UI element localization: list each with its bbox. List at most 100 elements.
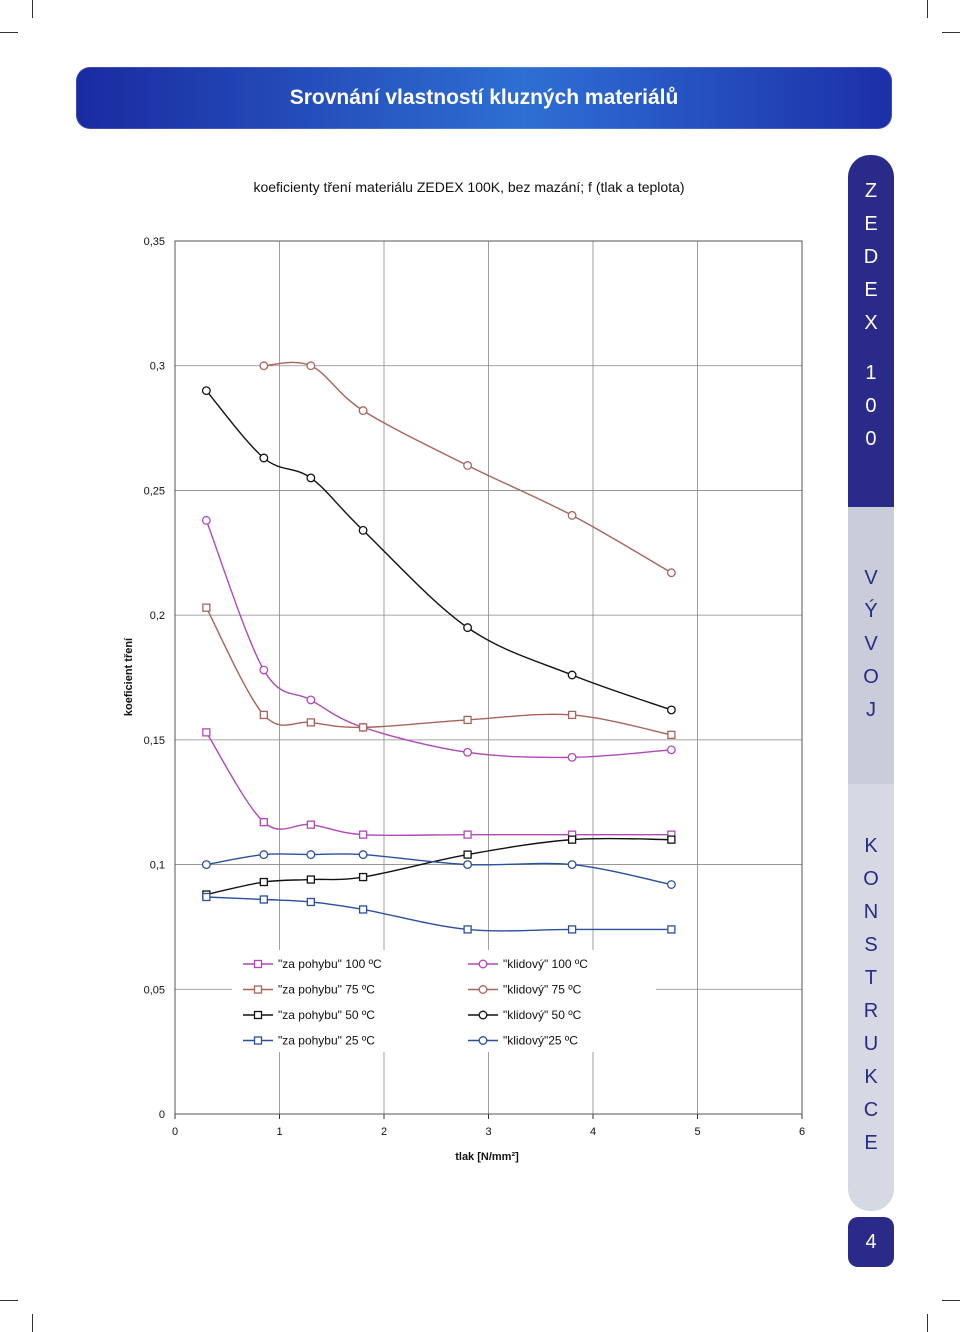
data-point bbox=[306, 897, 316, 907]
series-line bbox=[206, 896, 672, 932]
data-point bbox=[567, 925, 577, 934]
data-point bbox=[666, 880, 676, 889]
legend-label: "za pohybu" 75 ºC bbox=[278, 983, 375, 997]
legend-swatch-marker bbox=[478, 985, 488, 994]
side-letter: V bbox=[864, 633, 878, 655]
legend-swatch-marker bbox=[478, 1036, 488, 1045]
side-letter: 1 bbox=[865, 362, 877, 384]
data-point bbox=[201, 515, 211, 525]
y-tick-label: 0,2 bbox=[150, 610, 165, 622]
data-point bbox=[306, 695, 316, 705]
header-banner: Srovnání vlastností kluzných materiálů bbox=[76, 67, 892, 129]
data-point bbox=[358, 723, 368, 732]
y-tick-label: 0,25 bbox=[144, 485, 165, 497]
series-2 bbox=[202, 603, 676, 740]
crop-mark bbox=[0, 1300, 18, 1301]
data-point bbox=[259, 818, 268, 827]
series-7 bbox=[201, 850, 676, 889]
side-letter: E bbox=[864, 1132, 878, 1154]
data-point bbox=[259, 453, 269, 463]
data-point bbox=[463, 747, 473, 757]
chart-title: koeficienty tření materiálu ZEDEX 100K, … bbox=[253, 179, 684, 195]
legend: "za pohybu" 100 ºC "klidový" 100 ºC "za po… bbox=[232, 950, 656, 1052]
crop-mark bbox=[0, 32, 18, 33]
side-letter: V bbox=[864, 567, 878, 589]
page-title: Srovnání vlastností kluzných materiálů bbox=[289, 86, 679, 109]
y-tick-label: 0,35 bbox=[144, 236, 165, 248]
legend-label: "klidový"25 ºC bbox=[503, 1034, 578, 1048]
legend-box bbox=[232, 950, 656, 1052]
page-number: 4 bbox=[848, 1217, 894, 1267]
crop-mark bbox=[32, 0, 33, 18]
data-point bbox=[667, 835, 676, 844]
x-axis-label: tlak [N/mm²] bbox=[455, 1151, 519, 1163]
data-point bbox=[306, 718, 316, 727]
legend-swatch-marker bbox=[253, 985, 263, 994]
side-tab-letters: V Ý V O J bbox=[863, 562, 879, 727]
series-3 bbox=[259, 361, 676, 578]
data-point bbox=[567, 835, 577, 844]
series-1 bbox=[201, 515, 676, 762]
side-letter: Z bbox=[864, 180, 878, 202]
data-point bbox=[259, 710, 268, 720]
side-tab-letters: Z E D E X 1 0 0 bbox=[864, 175, 878, 456]
side-letter: X bbox=[864, 312, 878, 334]
side-letter: J bbox=[866, 699, 876, 721]
series-line bbox=[206, 837, 672, 896]
data-point bbox=[567, 710, 577, 720]
crop-mark bbox=[927, 0, 928, 18]
data-point bbox=[201, 860, 211, 870]
legend-label: "za pohybu" 100 ºC bbox=[278, 957, 382, 971]
side-letter: T bbox=[864, 967, 878, 989]
y-tick-label: 0,15 bbox=[144, 735, 165, 747]
legend-label: "za pohybu" 50 ºC bbox=[278, 1008, 375, 1022]
data-point bbox=[201, 386, 211, 396]
data-point bbox=[463, 461, 473, 470]
series-line bbox=[205, 607, 672, 736]
data-point bbox=[358, 406, 368, 416]
side-letter: K bbox=[864, 1066, 878, 1088]
series-5 bbox=[201, 386, 676, 715]
data-point bbox=[667, 730, 676, 740]
data-point bbox=[463, 850, 472, 859]
legend-label: "klidový" 75 ºC bbox=[503, 983, 582, 997]
side-tab-zedex[interactable]: Z E D E X 1 0 0 bbox=[848, 155, 894, 507]
data-point bbox=[358, 830, 368, 839]
legend-swatch-marker bbox=[253, 1036, 263, 1045]
y-tick-label: 0,1 bbox=[150, 860, 165, 872]
data-point bbox=[667, 925, 676, 934]
side-tab-konstrukce[interactable]: K O N S T R U K C E bbox=[848, 784, 894, 1211]
side-tab-vyvoj[interactable]: V Ý V O J bbox=[848, 507, 894, 784]
side-tab-letters: K O N S T R U K C E bbox=[863, 830, 879, 1160]
data-point bbox=[463, 623, 473, 633]
data-point bbox=[306, 361, 316, 371]
data-point bbox=[463, 715, 472, 725]
side-letter: O bbox=[863, 868, 879, 890]
series-0 bbox=[202, 728, 676, 839]
crop-mark bbox=[927, 1314, 928, 1332]
side-letter: U bbox=[863, 1033, 879, 1055]
data-point bbox=[567, 670, 577, 680]
side-letter: C bbox=[863, 1099, 879, 1121]
side-letter: D bbox=[863, 246, 879, 268]
data-point bbox=[567, 860, 577, 870]
data-point bbox=[567, 752, 577, 762]
plot-area bbox=[174, 240, 803, 1115]
data-point bbox=[202, 603, 211, 612]
crop-mark bbox=[942, 1300, 960, 1301]
data-point bbox=[463, 830, 472, 839]
data-point bbox=[306, 850, 316, 860]
data-point bbox=[463, 860, 473, 870]
legend-label: "klidový" 100 ºC bbox=[503, 957, 588, 971]
legend-swatch-marker bbox=[253, 1010, 263, 1020]
crop-mark bbox=[942, 32, 960, 33]
side-letter: Ý bbox=[864, 600, 878, 622]
x-tick-label: 0 bbox=[172, 1126, 178, 1138]
data-point bbox=[259, 665, 269, 675]
side-letter: 0 bbox=[865, 428, 877, 450]
y-axis-label: koeficient tření bbox=[123, 637, 135, 716]
data-point bbox=[463, 925, 472, 934]
side-letter: E bbox=[864, 213, 878, 235]
crop-mark bbox=[32, 1314, 33, 1332]
y-tick-label: 0,3 bbox=[150, 361, 165, 373]
